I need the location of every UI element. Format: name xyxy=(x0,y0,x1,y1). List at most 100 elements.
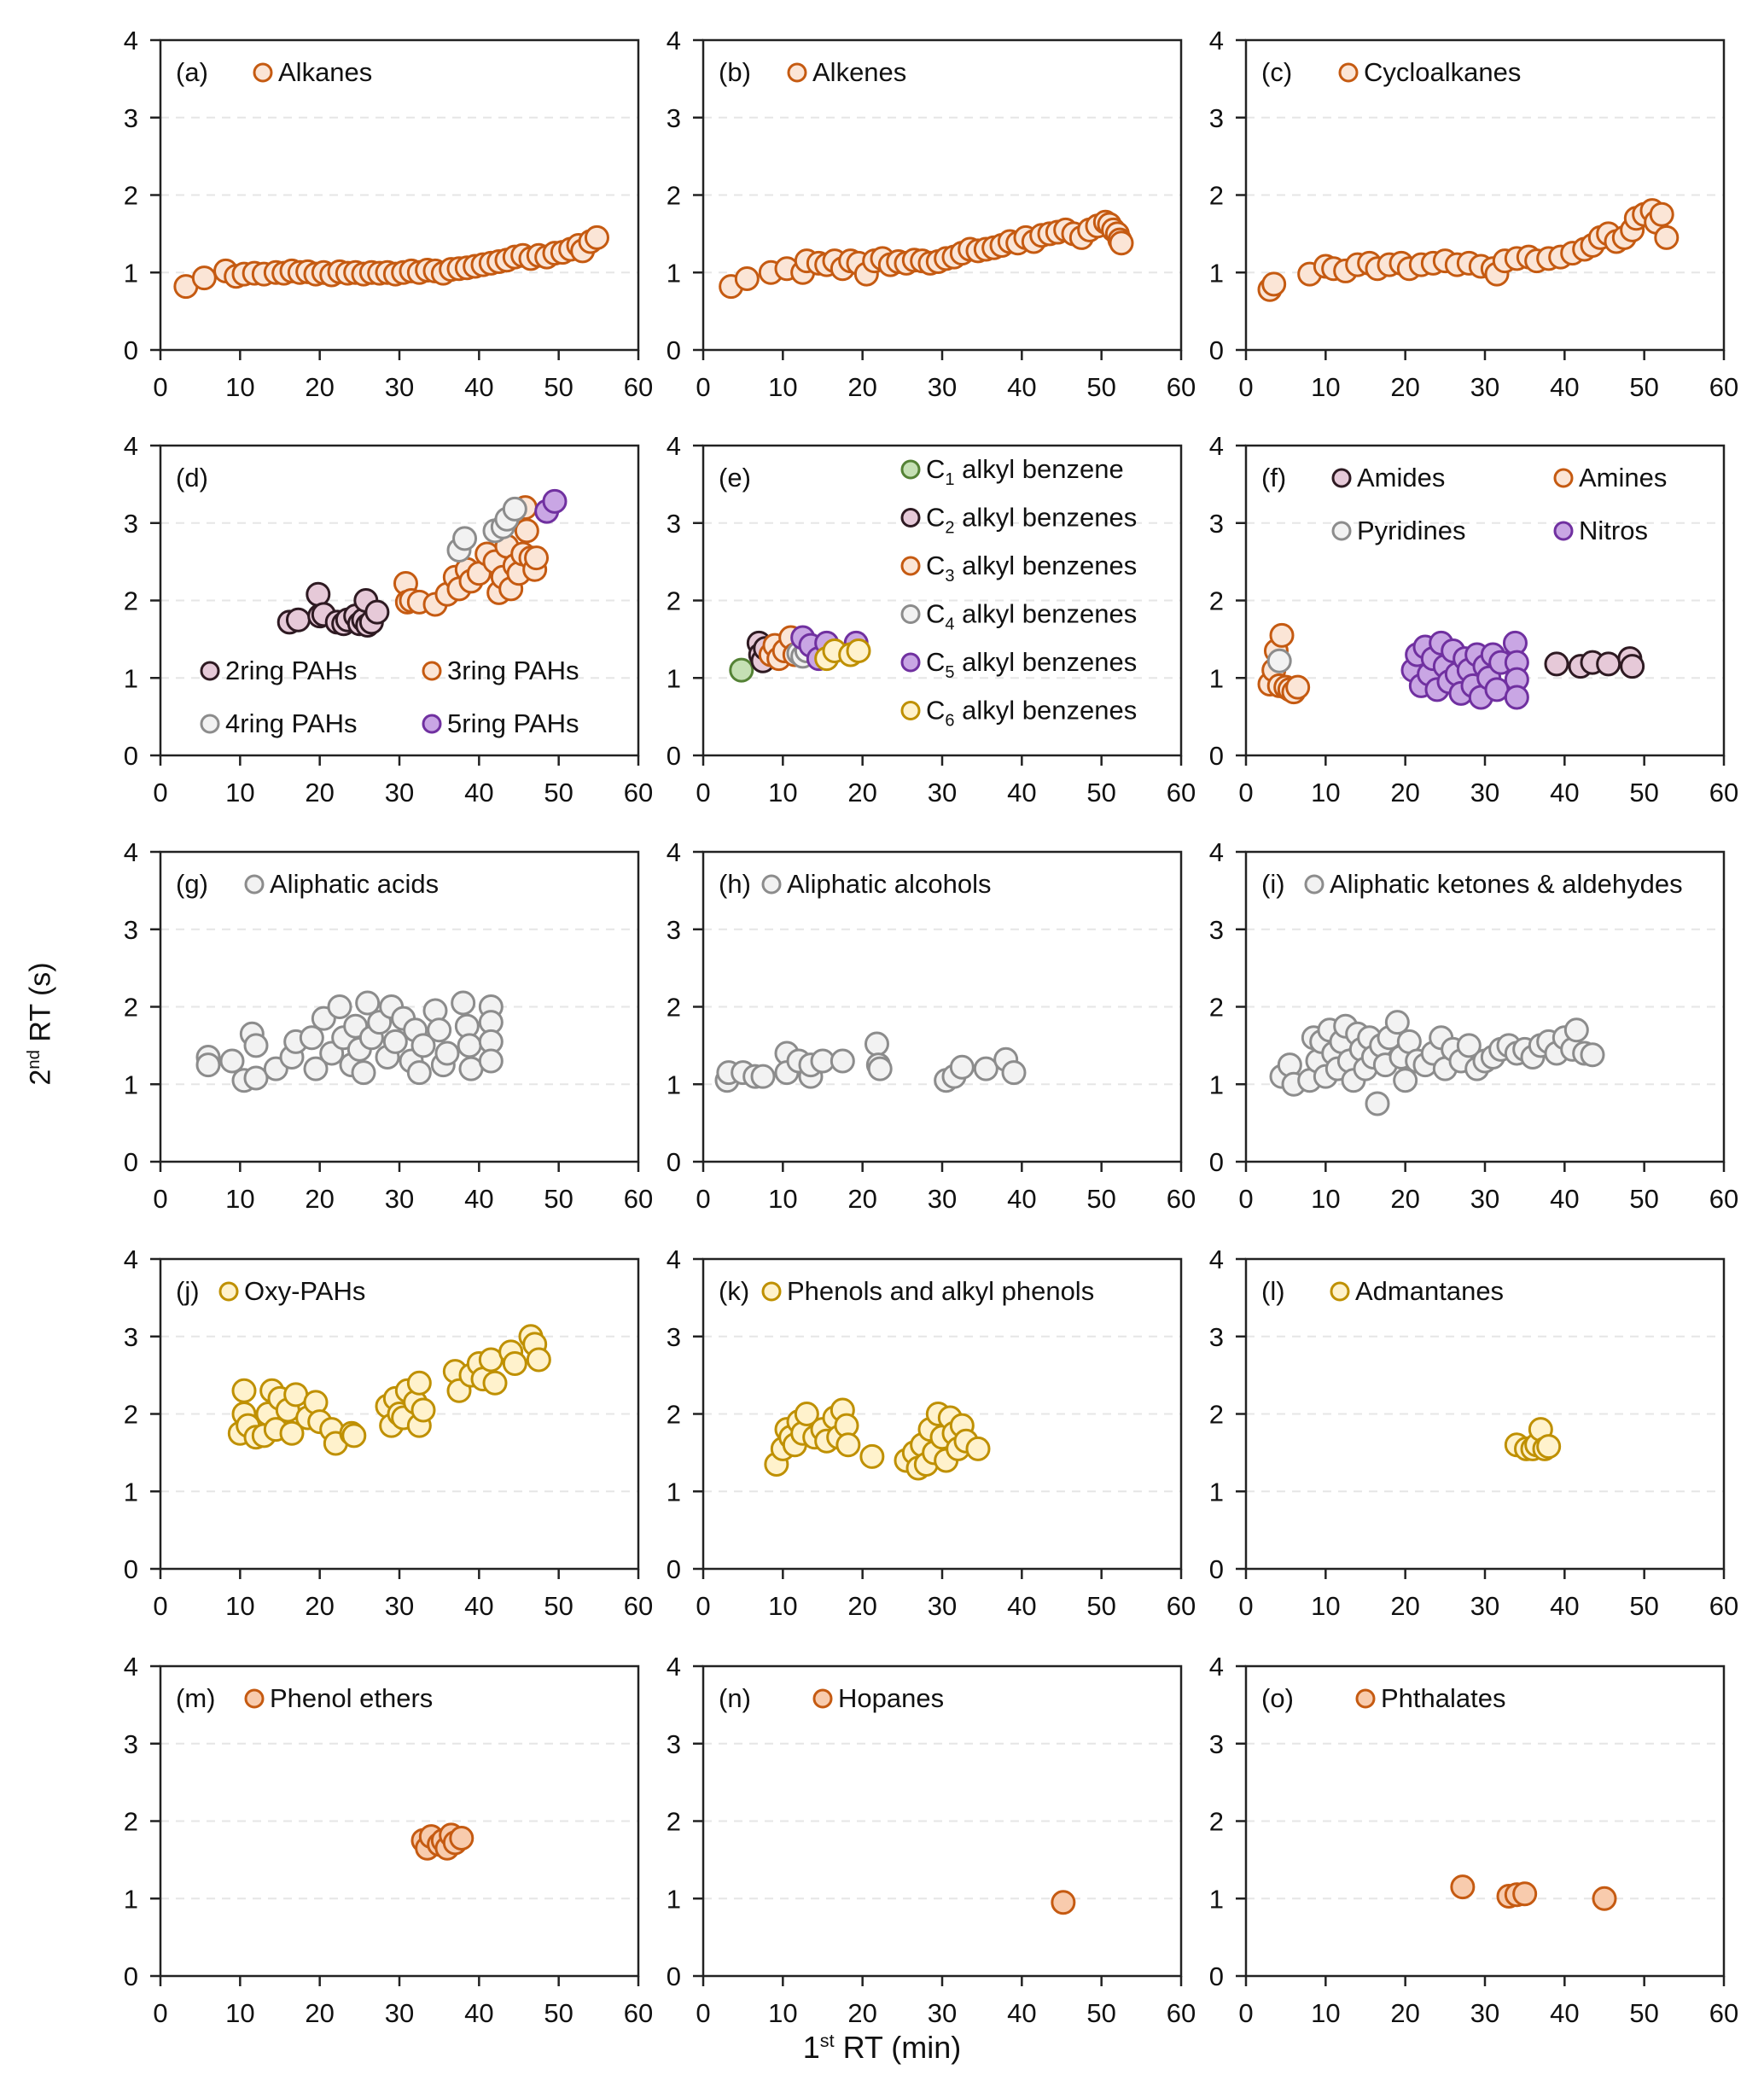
y-tick-label: 4 xyxy=(124,431,138,461)
legend-item: Amides xyxy=(1331,463,1445,493)
legend-item: Nitros xyxy=(1553,516,1648,545)
x-tick-label: 10 xyxy=(225,778,254,807)
legend-label: 3ring PAHs xyxy=(447,656,579,685)
data-point xyxy=(478,1048,504,1074)
legend: Hopanes xyxy=(812,1683,944,1713)
legend-marker-icon xyxy=(787,62,807,83)
y-tick-label: 2 xyxy=(667,1400,681,1430)
x-tick-label: 60 xyxy=(1167,1591,1196,1621)
data-point xyxy=(794,1402,819,1426)
panel-label: (o) xyxy=(1261,1683,1294,1713)
y-tick-label: 2 xyxy=(667,181,681,211)
data-point xyxy=(846,638,871,663)
x-tick-label: 20 xyxy=(847,1184,876,1214)
y-tick-label: 3 xyxy=(1209,1729,1224,1759)
legend-marker-icon xyxy=(422,714,442,734)
legend-marker-icon xyxy=(900,508,921,528)
data-point xyxy=(1544,651,1569,677)
x-axis-title-main: 1 xyxy=(802,2030,820,2065)
legend-marker-icon xyxy=(244,874,265,895)
panel-label: (l) xyxy=(1261,1276,1285,1306)
x-tick-label: 50 xyxy=(544,1184,573,1214)
x-tick-label: 0 xyxy=(696,1998,710,2028)
x-tick-label: 60 xyxy=(624,1998,653,2028)
legend-item: 5ring PAHs xyxy=(422,708,579,738)
x-tick-label: 50 xyxy=(1629,778,1658,807)
x-tick-label: 30 xyxy=(1470,1184,1499,1214)
legend-marker-icon xyxy=(253,62,273,83)
y-tick-label: 2 xyxy=(1209,993,1224,1023)
legend-item: Aliphatic acids xyxy=(244,869,439,899)
y-tick-label: 1 xyxy=(667,258,681,288)
data-point xyxy=(279,1420,305,1446)
legend: Phenol ethers xyxy=(244,1683,433,1713)
panel-label: (d) xyxy=(176,463,208,493)
legend-item: 2ring PAHs xyxy=(200,656,358,685)
y-tick-label: 3 xyxy=(1209,509,1224,539)
y-tick-label: 1 xyxy=(1209,1477,1224,1507)
data-point xyxy=(864,1031,889,1057)
x-tick-label: 10 xyxy=(768,372,797,402)
legend-label: C4 alkyl benzenes xyxy=(926,599,1137,634)
legend-marker-icon xyxy=(1553,521,1574,541)
legend-item: Phthalates xyxy=(1355,1683,1506,1713)
data-point xyxy=(364,599,390,625)
legend-item: Phenol ethers xyxy=(244,1683,433,1713)
data-point xyxy=(406,1370,432,1396)
data-point xyxy=(867,1056,893,1081)
legend-item: C6 alkyl benzenes xyxy=(900,696,1137,731)
data-point xyxy=(750,1064,776,1089)
legend-marker-icon xyxy=(1304,874,1324,895)
y-tick-label: 0 xyxy=(667,1962,681,1991)
data-point xyxy=(542,488,568,514)
y-tick-label: 3 xyxy=(1209,1322,1224,1352)
x-tick-label: 0 xyxy=(153,1998,167,2028)
data-point xyxy=(449,1825,474,1851)
y-tick-label: 4 xyxy=(1209,26,1224,55)
y-tick-label: 0 xyxy=(667,1554,681,1584)
data-point xyxy=(830,1048,855,1074)
legend-label: C6 alkyl benzenes xyxy=(926,696,1137,731)
y-tick-label: 0 xyxy=(124,335,138,365)
x-tick-label: 0 xyxy=(1238,1184,1253,1214)
y-tick-label: 4 xyxy=(1209,1652,1224,1682)
legend: Admantanes xyxy=(1330,1276,1504,1306)
data-point xyxy=(1266,648,1292,673)
x-tick-label: 50 xyxy=(1629,1184,1658,1214)
x-tick-label: 30 xyxy=(385,778,414,807)
data-point xyxy=(434,1040,460,1066)
y-tick-label: 0 xyxy=(124,1147,138,1177)
y-tick-label: 1 xyxy=(124,1070,138,1099)
x-tick-label: 50 xyxy=(1086,1998,1115,2028)
legend-label: Phenol ethers xyxy=(270,1683,433,1713)
legend-item: Oxy-PAHs xyxy=(218,1276,365,1306)
x-tick-label: 30 xyxy=(928,1591,957,1621)
legend-marker-icon xyxy=(1338,62,1359,83)
legend-marker-icon xyxy=(900,652,921,673)
x-tick-label: 20 xyxy=(305,1591,334,1621)
x-tick-label: 50 xyxy=(1629,1998,1658,2028)
y-tick-label: 1 xyxy=(1209,1070,1224,1099)
y-tick-label: 4 xyxy=(124,837,138,867)
data-point xyxy=(351,1060,376,1086)
y-tick-label: 4 xyxy=(667,1245,681,1274)
x-tick-label: 0 xyxy=(153,778,167,807)
y-tick-label: 0 xyxy=(1209,741,1224,771)
y-tick-label: 1 xyxy=(667,1477,681,1507)
x-tick-label: 0 xyxy=(696,1591,710,1621)
data-point xyxy=(452,526,478,551)
data-point xyxy=(949,1054,975,1080)
data-point xyxy=(303,1056,329,1081)
data-point xyxy=(355,990,381,1016)
x-tick-label: 20 xyxy=(1390,1591,1419,1621)
y-tick-label: 1 xyxy=(667,663,681,693)
data-point xyxy=(195,1052,221,1078)
x-tick-label: 10 xyxy=(1311,778,1340,807)
x-tick-label: 40 xyxy=(1550,372,1579,402)
data-point xyxy=(1456,1033,1482,1058)
x-tick-label: 20 xyxy=(305,1998,334,2028)
